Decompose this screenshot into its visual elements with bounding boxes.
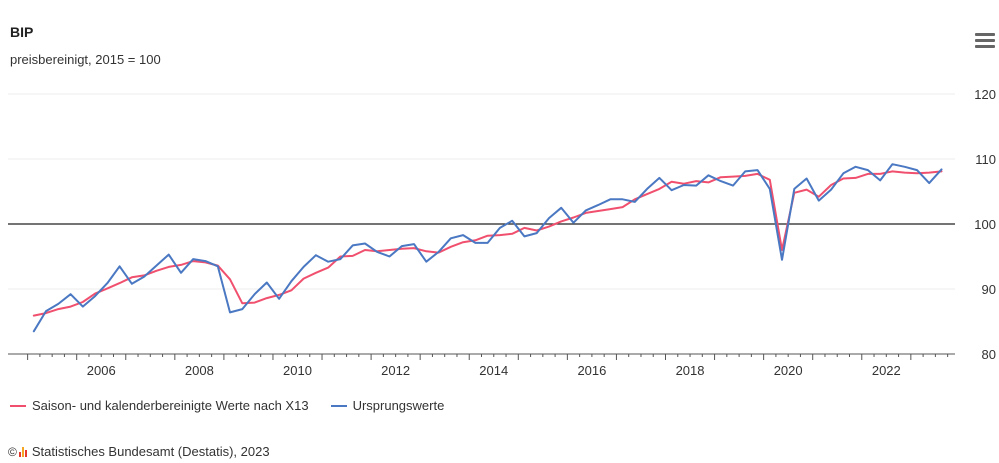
x-tick-label: 2012 xyxy=(381,363,410,378)
x-tick-label: 2006 xyxy=(87,363,116,378)
legend-item-original-values[interactable]: Ursprungswerte xyxy=(330,398,445,413)
x-tick-label: 2016 xyxy=(577,363,606,378)
x-tick-label: 2014 xyxy=(479,363,508,378)
y-tick-label: 100 xyxy=(974,217,996,232)
destatis-logo-icon xyxy=(18,446,28,457)
legend-label: Saison- und kalenderbereinigte Werte nac… xyxy=(32,398,309,413)
legend-swatch-blue xyxy=(330,404,347,407)
y-tick-label: 110 xyxy=(975,152,996,167)
chart-title: BIP xyxy=(10,24,34,40)
x-tick-label: 2010 xyxy=(283,363,312,378)
y-tick-label: 120 xyxy=(974,87,996,102)
chart-subtitle: preisbereinigt, 2015 = 100 xyxy=(10,52,161,67)
series-lines xyxy=(32,163,943,333)
legend-item-seasonally-adjusted[interactable]: Saison- und kalenderbereinigte Werte nac… xyxy=(10,398,309,413)
y-tick-labels: 80 90 100 110 120 xyxy=(974,87,996,362)
source-text: Statistisches Bundesamt (Destatis), 2023 xyxy=(31,444,270,459)
x-tick-label: 2020 xyxy=(774,363,803,378)
grid-lines xyxy=(8,93,955,290)
x-tick-label: 2008 xyxy=(185,363,214,378)
legend-swatch-red xyxy=(10,404,26,407)
x-tick-label: 2018 xyxy=(676,363,705,378)
series-line-original-values[interactable] xyxy=(32,163,943,333)
copyright-symbol: © xyxy=(8,444,17,459)
x-tick-label: 2022 xyxy=(872,363,901,378)
chart-legend: Saison- und kalenderbereinigte Werte nac… xyxy=(10,398,466,413)
y-tick-label: 80 xyxy=(982,347,996,362)
hamburger-menu-icon[interactable] xyxy=(975,33,995,51)
legend-label: Ursprungswerte xyxy=(352,398,445,413)
y-tick-label: 90 xyxy=(982,282,996,297)
x-axis xyxy=(8,353,955,360)
source-footer: © Statistisches Bundesamt (Destatis), 20… xyxy=(8,444,270,459)
x-tick-labels: 2006 2008 2010 2012 2014 2016 2018 2020 2022 xyxy=(87,363,901,378)
